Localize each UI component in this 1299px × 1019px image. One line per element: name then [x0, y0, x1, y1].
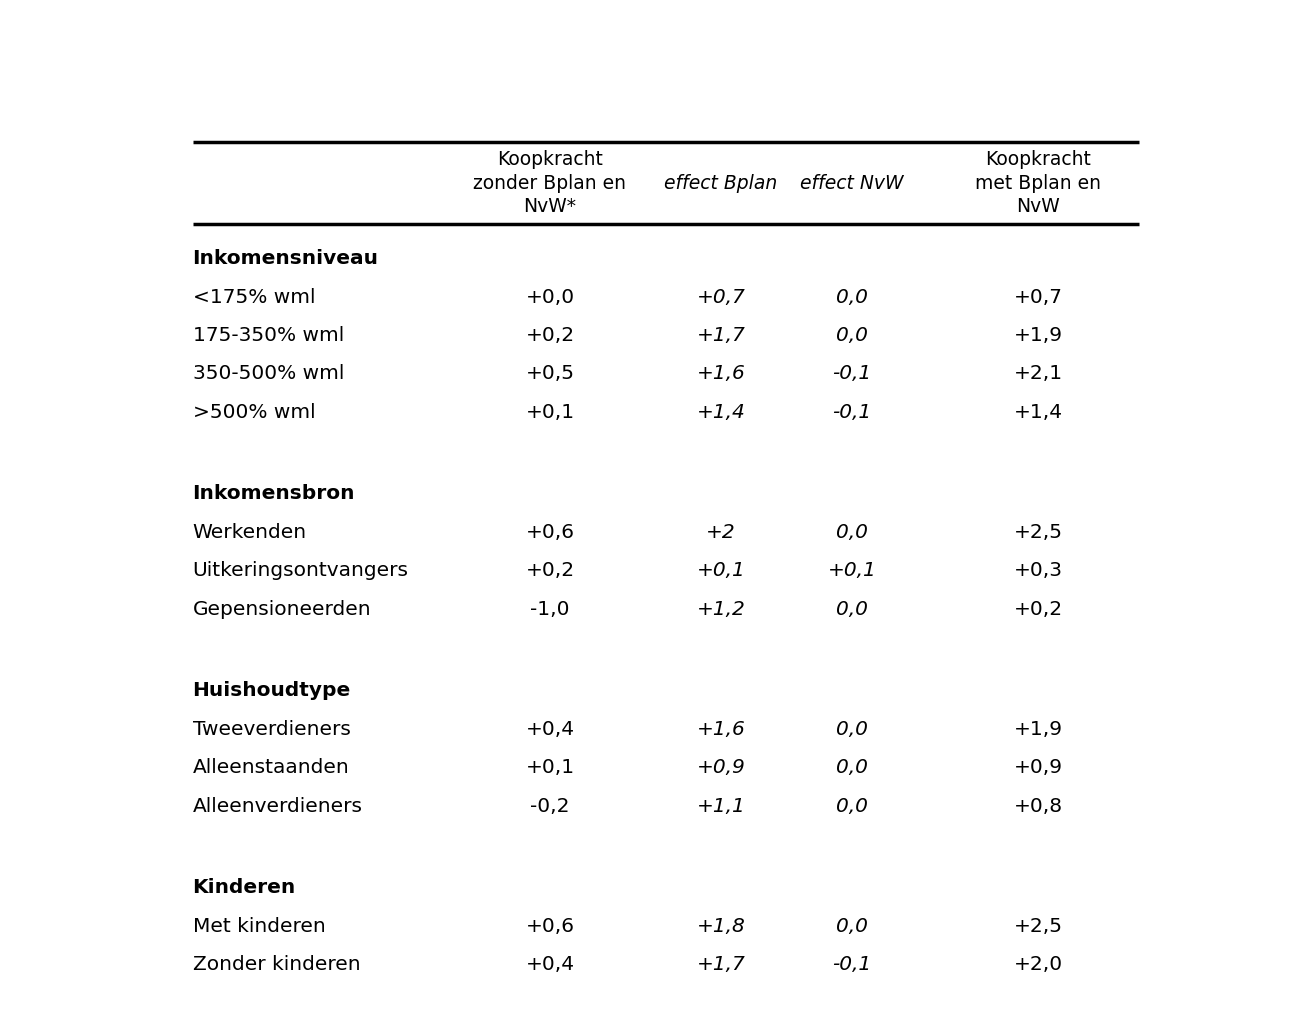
Text: +1,9: +1,9: [1013, 326, 1063, 345]
Text: +0,4: +0,4: [525, 955, 574, 974]
Text: Huishoudtype: Huishoudtype: [192, 682, 351, 700]
Text: 0,0: 0,0: [837, 917, 868, 935]
Text: +0,0: +0,0: [525, 287, 574, 307]
Text: +1,1: +1,1: [696, 797, 746, 816]
Text: +1,2: +1,2: [696, 600, 746, 619]
Text: <175% wml: <175% wml: [192, 287, 316, 307]
Text: Met kinderen: Met kinderen: [192, 917, 325, 935]
Text: >500% wml: >500% wml: [192, 403, 316, 422]
Text: 0,0: 0,0: [837, 326, 868, 345]
Text: +1,4: +1,4: [696, 403, 746, 422]
Text: Tweeverdieners: Tweeverdieners: [192, 719, 351, 739]
Text: +0,1: +0,1: [827, 561, 877, 581]
Text: Koopkracht
met Bplan en
NvW: Koopkracht met Bplan en NvW: [976, 150, 1102, 216]
Text: 350-500% wml: 350-500% wml: [192, 365, 344, 383]
Text: 0,0: 0,0: [837, 797, 868, 816]
Text: Kinderen: Kinderen: [192, 878, 296, 898]
Text: +0,2: +0,2: [1013, 600, 1063, 619]
Text: 175-350% wml: 175-350% wml: [192, 326, 344, 345]
Text: +0,7: +0,7: [696, 287, 746, 307]
Text: effect NvW: effect NvW: [800, 173, 904, 193]
Text: +1,9: +1,9: [1013, 719, 1063, 739]
Text: +0,4: +0,4: [525, 719, 574, 739]
Text: +0,1: +0,1: [525, 403, 574, 422]
Text: Inkomensniveau: Inkomensniveau: [192, 249, 378, 268]
Text: 0,0: 0,0: [837, 719, 868, 739]
Text: Inkomensbron: Inkomensbron: [192, 484, 355, 503]
Text: +0,2: +0,2: [525, 561, 574, 581]
Text: 0,0: 0,0: [837, 758, 868, 777]
Text: Koopkracht
zonder Bplan en
NvW*: Koopkracht zonder Bplan en NvW*: [473, 150, 626, 216]
Text: 0,0: 0,0: [837, 600, 868, 619]
Text: +0,9: +0,9: [1013, 758, 1063, 777]
Text: -0,1: -0,1: [833, 365, 872, 383]
Text: Uitkeringsontvangers: Uitkeringsontvangers: [192, 561, 409, 581]
Text: +0,9: +0,9: [696, 758, 746, 777]
Text: +0,3: +0,3: [1013, 561, 1063, 581]
Text: +1,8: +1,8: [696, 917, 746, 935]
Text: +2,0: +2,0: [1013, 955, 1063, 974]
Text: +0,8: +0,8: [1013, 797, 1063, 816]
Text: 0,0: 0,0: [837, 287, 868, 307]
Text: -1,0: -1,0: [530, 600, 570, 619]
Text: Alleenverdieners: Alleenverdieners: [192, 797, 362, 816]
Text: +2,1: +2,1: [1013, 365, 1063, 383]
Text: +2: +2: [707, 523, 737, 542]
Text: +0,7: +0,7: [1013, 287, 1063, 307]
Text: +0,6: +0,6: [526, 523, 574, 542]
Text: +2,5: +2,5: [1013, 917, 1063, 935]
Text: Zonder kinderen: Zonder kinderen: [192, 955, 360, 974]
Text: -0,1: -0,1: [833, 403, 872, 422]
Text: 0,0: 0,0: [837, 523, 868, 542]
Text: +1,4: +1,4: [1013, 403, 1063, 422]
Text: Gepensioneerden: Gepensioneerden: [192, 600, 372, 619]
Text: Alleenstaanden: Alleenstaanden: [192, 758, 349, 777]
Text: +2,5: +2,5: [1013, 523, 1063, 542]
Text: +1,6: +1,6: [696, 365, 746, 383]
Text: -0,1: -0,1: [833, 955, 872, 974]
Text: +0,1: +0,1: [525, 758, 574, 777]
Text: +1,6: +1,6: [696, 719, 746, 739]
Text: Werkenden: Werkenden: [192, 523, 307, 542]
Text: +1,7: +1,7: [696, 326, 746, 345]
Text: -0,2: -0,2: [530, 797, 570, 816]
Text: +0,6: +0,6: [526, 917, 574, 935]
Text: +1,7: +1,7: [696, 955, 746, 974]
Text: effect Bplan: effect Bplan: [665, 173, 778, 193]
Text: +0,5: +0,5: [526, 365, 574, 383]
Text: +0,1: +0,1: [696, 561, 746, 581]
Text: +0,2: +0,2: [525, 326, 574, 345]
